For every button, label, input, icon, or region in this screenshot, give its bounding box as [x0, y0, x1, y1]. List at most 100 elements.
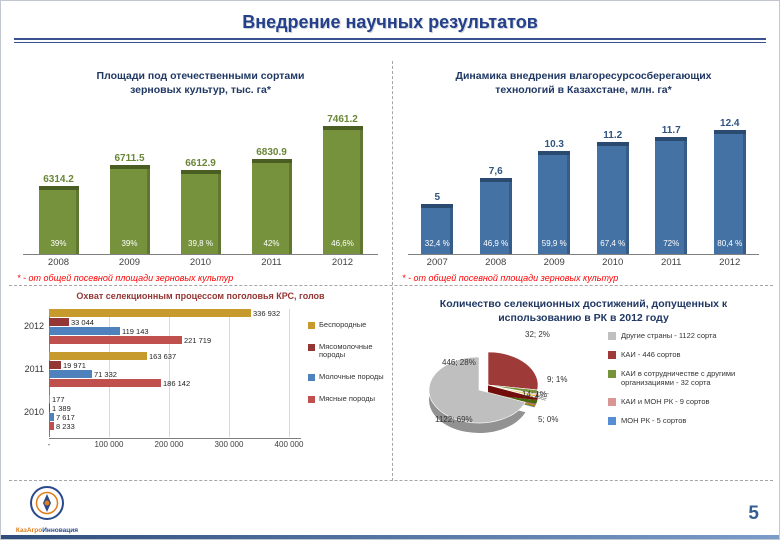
- bar-row: 1 389: [49, 404, 321, 413]
- legend-item-breedless: Беспородные: [308, 320, 392, 330]
- legend-label: Молочные породы: [319, 371, 384, 381]
- gridline: [169, 308, 170, 437]
- bar-percent-label: 67,4 %: [600, 239, 626, 249]
- legend-label: Другие страны - 1122 сорта: [621, 331, 717, 340]
- bar-column: 6314.2 39%: [23, 174, 94, 255]
- x-axis-label: 2012: [331, 257, 354, 269]
- legend-item-mon: МОН РК - 5 сортов: [608, 416, 768, 425]
- legend-swatch: [308, 395, 315, 403]
- legend-item-kai: КАИ - 446 сортов: [608, 350, 768, 359]
- legend-item-other-countries: Другие страны - 1122 сорта: [608, 331, 768, 340]
- y-axis-label: 2010: [23, 406, 44, 417]
- bar: 67,4 %: [596, 142, 629, 255]
- tech-chart-title-line1: Динамика внедрения влагоресурсосберегающ…: [455, 70, 712, 82]
- bar-row: 186 142: [49, 379, 321, 388]
- bar-row: 7 617: [49, 413, 321, 422]
- bar-value-label: 177: [52, 394, 65, 404]
- y-axis-label: 2012: [23, 320, 44, 331]
- grain-bar-chart: 6314.2 39% 6711.5 39% 6612.9 39,8 % 6830.9 42% 7…: [23, 101, 378, 268]
- bar-column: 5 32,4 %: [408, 192, 467, 255]
- bar: [49, 352, 147, 361]
- pie-leader-line: [534, 396, 546, 401]
- bar: 46,9 %: [479, 178, 512, 255]
- logo: КазАгроИнновация: [11, 485, 83, 534]
- bar-value-label: 221 719: [184, 335, 212, 345]
- legend-label: КАИ и МОН РК - 9 сортов: [621, 397, 710, 406]
- x-axis-label: -: [47, 439, 51, 449]
- cattle-chart-title: Охват селекционным процессом поголовья К…: [76, 291, 325, 301]
- bar-value-label: 7,6: [488, 166, 503, 178]
- bar: [49, 318, 69, 327]
- bar-row: 221 719: [49, 336, 321, 345]
- tech-chart-footnote: * - от общей посевной площади зерновых к…: [402, 273, 619, 284]
- x-axis-label: 2008: [485, 257, 507, 269]
- y-axis-label: 2011: [24, 363, 44, 374]
- bar-value-label: 163 637: [149, 351, 177, 361]
- bar: [49, 404, 50, 413]
- breeding-pie-section: Количество селекционных достижений, допу…: [394, 287, 773, 480]
- year-group: 2011 163 637 19 971 71 332 186 142: [21, 352, 321, 388]
- legend-label: КАИ в сотрудничестве с другими организац…: [621, 369, 736, 387]
- plot-area: 5 32,4 % 7,6 46,9 % 10.3 59,9 % 11.2 67,4 % 11.7…: [408, 101, 759, 256]
- bar-column: 6830.9 42%: [236, 147, 307, 255]
- pie-chart-title-line2: использованию в РК в 2012 году: [498, 311, 669, 324]
- bar-percent-label: 80,4 %: [717, 239, 743, 249]
- bar-value-label: 6711.5: [114, 153, 145, 165]
- bar-value-label: 19 971: [63, 360, 86, 370]
- pie-label-1122: 1122; 69%: [435, 415, 473, 424]
- legend-label: КАИ - 446 сортов: [621, 350, 681, 359]
- logo-text-part1: КазАгро: [15, 527, 43, 534]
- bar: 32,4 %: [421, 204, 454, 255]
- quadrant-divider-horizontal: [9, 285, 773, 286]
- bar-row: 119 143: [49, 327, 321, 336]
- tech-chart-title-line2: технологий в Казахстане, млн. га*: [495, 83, 672, 96]
- legend-label: МОН РК - 5 сортов: [621, 416, 687, 425]
- pie-area: 32; 2% 446; 28% 9; 1% 14; 1% 5; 0% 1122;…: [402, 321, 612, 476]
- grain-areas-chart-section: Площади под отечественными сортами зерно…: [9, 59, 392, 285]
- cattle-chart-section: Охват селекционным процессом поголовья К…: [9, 287, 392, 480]
- bar-column: 11.7 72%: [642, 125, 701, 255]
- bar-value-label: 33 044: [71, 317, 94, 327]
- gridline: [229, 308, 230, 437]
- x-axis-label: 2012: [719, 257, 741, 269]
- bar-row: 8 233: [49, 422, 321, 431]
- legend-item-meat-dairy: Мясомолочные породы: [308, 342, 392, 360]
- plot-area: 6314.2 39% 6711.5 39% 6612.9 39,8 % 6830.9 42% 7…: [23, 101, 378, 256]
- bar: 39,8 %: [180, 170, 221, 255]
- bar-column: 7,6 46,9 %: [467, 166, 526, 255]
- bar: [49, 370, 92, 379]
- bar: 42%: [251, 159, 292, 255]
- x-axis: - 100 000 200 000 300 000 400 000: [47, 437, 303, 450]
- x-axis-label: 100 000: [94, 439, 124, 449]
- bar-percent-label: 59,9 %: [541, 239, 567, 249]
- bar-row: 177: [49, 395, 321, 404]
- bar: 80,4 %: [713, 130, 746, 255]
- pie-slice: [487, 351, 539, 391]
- x-axis-label: 300 000: [214, 439, 244, 449]
- bar-column: 7461.2 46,6%: [307, 114, 378, 255]
- x-axis-label: 2007: [426, 257, 448, 269]
- bar: [49, 309, 251, 318]
- legend-item-meat: Мясные породы: [308, 394, 392, 404]
- tech-bar-chart: 5 32,4 % 7,6 46,9 % 10.3 59,9 % 11.2 67,4 % 11.7…: [408, 101, 759, 268]
- grain-chart-footnote: * - от общей посевной площади зерновых к…: [17, 273, 234, 284]
- bar: 72%: [655, 137, 688, 255]
- legend-swatch: [308, 343, 315, 351]
- pie-legend: Другие страны - 1122 сорта КАИ - 446 сор…: [608, 331, 768, 435]
- bar: 39%: [38, 186, 79, 255]
- grain-chart-title-line2: зерновых культур, тыс. га*: [130, 83, 271, 96]
- bar-value-label: 6314.2: [43, 174, 74, 186]
- grain-chart-title-line1: Площади под отечественными сортами: [96, 70, 305, 82]
- x-axis-label: 2009: [118, 257, 141, 269]
- bar-row: 19 971: [49, 361, 321, 370]
- logo-text-part2: Инновация: [42, 527, 79, 534]
- legend-swatch: [608, 351, 616, 359]
- x-axis: 2008 2009 2010 2011 2012: [23, 255, 378, 268]
- bar: [49, 422, 54, 431]
- bar-row: 71 332: [49, 370, 321, 379]
- pie-leader-line: [535, 394, 548, 398]
- legend-item-kai-coop: КАИ в сотрудничестве с другими организац…: [608, 369, 768, 387]
- quadrant-divider-vertical: [392, 61, 393, 481]
- logo-text: КазАгроИнновация: [11, 527, 83, 534]
- bar-value-label: 119 143: [122, 326, 149, 336]
